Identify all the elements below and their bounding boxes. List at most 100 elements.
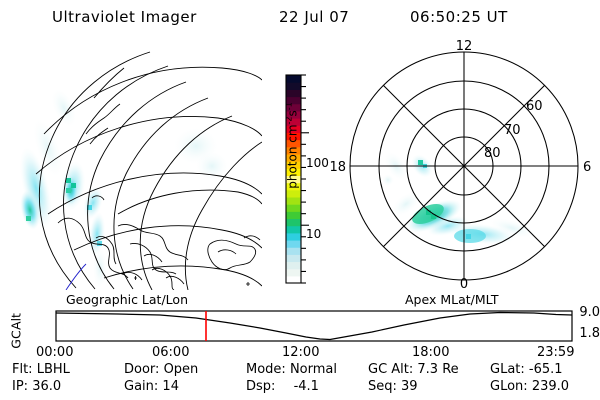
param-ip-key: IP: (12, 379, 29, 394)
colorbar-swatch (286, 103, 301, 112)
header-bar: Ultraviolet Imager 22 Jul 07 06:50:25 UT (0, 4, 600, 30)
param-seq-value: 39 (401, 379, 418, 394)
param-flt: Flt: LBHL (12, 362, 70, 377)
param-glat-value: -65.1 (528, 362, 563, 377)
colorbar-swatch (286, 161, 301, 169)
altitude-ytick-min: 1.8 (579, 326, 600, 341)
param-ip-value: 36.0 (32, 379, 62, 394)
colorbar-swatch (286, 89, 301, 98)
instrument-title: Ultraviolet Imager (52, 8, 197, 26)
param-flt-value: LBHL (36, 362, 70, 377)
colorbar-swatch (286, 239, 301, 248)
param-mode-value: Normal (289, 362, 337, 377)
colorbar-swatch (286, 118, 301, 126)
colorbar-tick-label-10: 10 (306, 227, 322, 241)
altitude-plot-frame (55, 310, 573, 342)
geo-panel-caption: Geographic Lat/Lon (66, 292, 188, 307)
param-glon: GLon: 239.0 (490, 379, 569, 394)
mlt-label-bottom: 0 (460, 277, 468, 290)
param-gain: Gain: 14 (124, 379, 179, 394)
param-gc-alt-value: 7.3 Re (417, 362, 459, 377)
aurora-emission-mlt (382, 151, 536, 245)
colorbar-unit-s: s (285, 110, 300, 117)
time-tick-2359: 23:59 (537, 345, 575, 360)
colorbar-swatch (286, 132, 301, 141)
colorbar-swatch (286, 153, 301, 162)
altitude-trace (55, 311, 573, 341)
colorbar-unit-photon: photon cm (285, 124, 300, 189)
time-tick-0600: 06:00 (152, 345, 190, 360)
param-dsp-value: -4.1 (293, 379, 319, 394)
mlat-label-60: 60 (526, 99, 543, 114)
param-glon-value: 239.0 (531, 379, 570, 394)
colorbar: photon cm-2s-1 100 10 (258, 60, 329, 292)
colorbar-swatch (286, 146, 301, 155)
geographic-projection-svg (19, 51, 262, 290)
colorbar-swatch (286, 261, 301, 270)
colorbar-swatch (286, 125, 301, 133)
mlt-label-right: 6 (583, 160, 591, 175)
param-door: Door: Open (124, 362, 198, 377)
colorbar-swatch (286, 247, 301, 255)
colorbar-swatch (286, 204, 301, 212)
mlat-label-80: 80 (484, 146, 501, 161)
colorbar-swatch (286, 268, 301, 277)
param-gain-key: Gain: (124, 379, 159, 394)
colorbar-swatch (286, 175, 301, 184)
param-gc-alt: GC Alt: 7.3 Re (368, 362, 459, 377)
mlat-label-70: 70 (504, 123, 521, 138)
mlt-label-left: 18 (330, 160, 346, 175)
colorbar-axis-label: photon cm-2s-1 (285, 66, 300, 226)
param-glat: GLat: -65.1 (490, 362, 563, 377)
param-door-key: Door: (124, 362, 160, 377)
mlt-panel-caption: Apex MLat/MLT (405, 292, 499, 307)
mlt-polar-panel[interactable]: 12 6 0 18 60 70 80 (330, 38, 600, 290)
time-tick-0000: 00:00 (36, 345, 74, 360)
altitude-ytick-max: 9.0 (579, 305, 600, 320)
param-mode: Mode: Normal (246, 362, 337, 377)
colorbar-unit-exp2: -1 (284, 102, 294, 111)
param-glat-key: GLat: (490, 362, 525, 377)
colorbar-swatch (286, 275, 301, 284)
mlt-polar-svg: 12 6 0 18 60 70 80 (330, 39, 591, 290)
time-tick-1200: 12:00 (282, 345, 320, 360)
colorbar-swatch (286, 254, 301, 263)
altitude-trace-svg (55, 310, 573, 342)
colorbar-tick-label-100: 100 (306, 156, 329, 170)
colorbar-tick-marks (301, 74, 309, 284)
param-gain-value: 14 (162, 379, 179, 394)
observation-date: 22 Jul 07 (279, 8, 350, 26)
altitude-axis-label-gc: GC (8, 330, 24, 349)
colorbar-swatch (286, 75, 301, 83)
geographic-graticule (35, 51, 262, 290)
colorbar-swatch (286, 139, 301, 148)
param-flt-key: Flt: (12, 362, 33, 377)
param-seq-key: Seq: (368, 379, 397, 394)
colorbar-swatch (286, 168, 301, 177)
mlt-spokes (350, 52, 578, 280)
param-seq: Seq: 39 (368, 379, 418, 394)
colorbar-svg (285, 74, 309, 284)
colorbar-gradient (286, 75, 301, 284)
param-mode-key: Mode: (246, 362, 286, 377)
time-tick-1800: 18:00 (412, 345, 450, 360)
coastline-outlines (57, 103, 261, 290)
colorbar-unit-exp1: -2 (284, 116, 294, 125)
geographic-image-panel[interactable] (0, 38, 262, 290)
colorbar-swatch (286, 232, 301, 241)
param-glon-key: GLon: (490, 379, 528, 394)
observation-time: 06:50:25 UT (410, 8, 508, 26)
colorbar-swatch (286, 211, 301, 220)
colorbar-swatch (286, 196, 301, 205)
colorbar-swatch (286, 96, 301, 105)
colorbar-swatch (286, 110, 301, 119)
param-dsp-key: Dsp: (246, 379, 276, 394)
colorbar-swatch (286, 225, 301, 234)
status-parameters: Flt: LBHL Door: Open Mode: Normal GC Alt… (0, 362, 600, 400)
orbit-track (65, 67, 125, 290)
colorbar-swatch (286, 182, 301, 191)
orbit-altitude-strip[interactable]: Geographic Lat/Lon Apex MLat/MLT Alt GC … (0, 292, 600, 360)
colorbar-swatch (286, 189, 301, 198)
param-ip: IP: 36.0 (12, 379, 61, 394)
